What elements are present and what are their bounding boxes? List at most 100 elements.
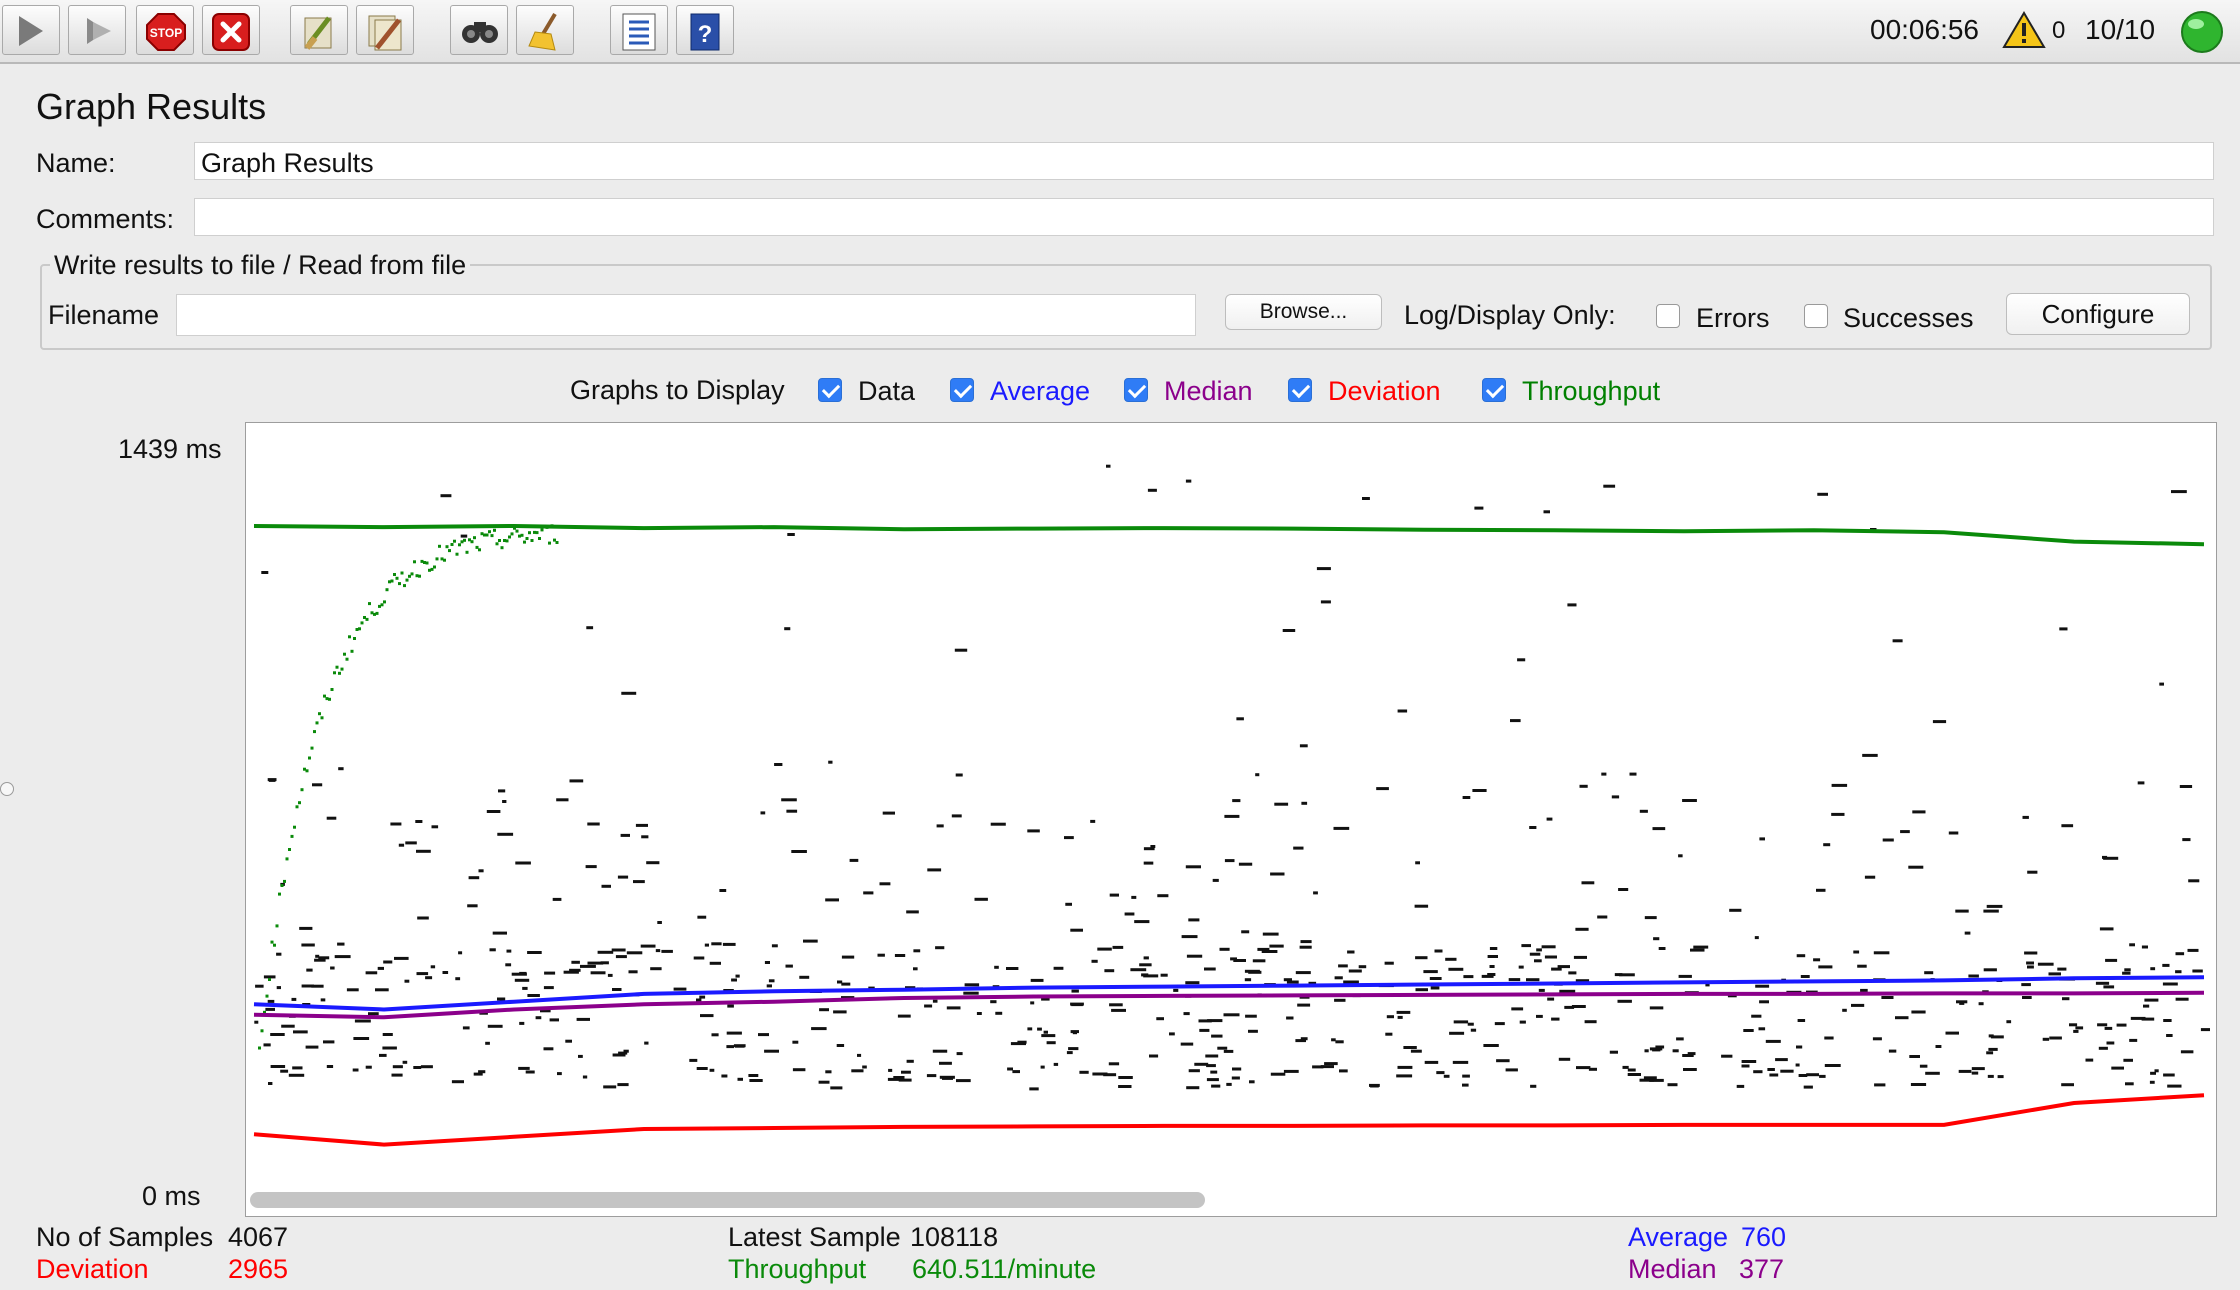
data-point — [1795, 1063, 1800, 1067]
graph-checkbox-average[interactable] — [950, 378, 974, 402]
throughput-point — [553, 538, 556, 542]
data-point — [924, 1004, 933, 1008]
data-point — [1283, 978, 1292, 982]
data-point — [657, 921, 662, 924]
data-point — [600, 961, 609, 965]
data-point — [276, 952, 282, 956]
data-point — [841, 996, 855, 1000]
throughput-point — [530, 539, 534, 542]
data-point — [1816, 888, 1826, 892]
data-point — [689, 1058, 698, 1062]
data-point — [1043, 1030, 1048, 1034]
name-field[interactable]: Graph Results — [194, 142, 2214, 180]
data-point — [1956, 1000, 1968, 1004]
data-point — [1536, 1014, 1543, 1018]
data-point — [1678, 854, 1683, 858]
data-point — [2167, 1084, 2182, 1088]
data-point — [836, 1044, 845, 1047]
data-point — [2027, 965, 2034, 969]
graph-checkbox-data[interactable] — [818, 378, 842, 402]
data-point — [323, 1040, 335, 1044]
data-point — [1210, 1070, 1218, 1074]
data-point — [390, 822, 402, 826]
data-point — [1118, 1076, 1133, 1079]
throughput-point — [493, 528, 496, 532]
throughput-point — [388, 580, 391, 584]
throughput-point — [390, 579, 394, 583]
data-point — [1536, 948, 1542, 952]
throughput-point — [283, 879, 286, 883]
successes-checkbox[interactable] — [1804, 304, 1828, 328]
splitter-handle[interactable] — [0, 782, 14, 796]
function-helper-button[interactable] — [610, 5, 668, 55]
comments-field[interactable] — [194, 198, 2214, 236]
data-point — [416, 972, 429, 976]
running-status-icon — [2181, 11, 2223, 53]
data-point — [1558, 1057, 1571, 1061]
data-point — [1017, 1040, 1027, 1044]
data-point — [1494, 1022, 1505, 1026]
data-point — [1655, 1045, 1665, 1049]
data-point — [1888, 1049, 1897, 1053]
horizontal-scrollbar[interactable] — [250, 1192, 1205, 1208]
throughput-point — [318, 712, 321, 716]
data-point — [1066, 1051, 1073, 1055]
errors-checkbox[interactable] — [1656, 304, 1680, 328]
data-point — [1823, 843, 1831, 847]
elapsed-time: 00:06:56 — [1870, 14, 1979, 45]
data-point — [417, 916, 429, 920]
average-label: Average — [1628, 1222, 1729, 1252]
stop-button[interactable]: STOP — [136, 5, 194, 55]
data-point — [462, 1026, 470, 1030]
data-point — [803, 939, 818, 943]
active-thread-count: 10/10 — [2085, 14, 2156, 45]
data-point — [633, 880, 645, 884]
data-point — [1571, 1005, 1586, 1008]
data-point — [617, 1083, 629, 1087]
start-no-pauses-button[interactable] — [68, 5, 126, 55]
data-point — [1295, 971, 1311, 975]
browse-button[interactable]: Browse... — [1225, 294, 1382, 330]
data-point — [932, 999, 938, 1003]
data-point — [697, 915, 707, 919]
data-point — [1414, 904, 1429, 908]
data-point — [1882, 838, 1894, 842]
configure-button[interactable]: Configure — [2006, 293, 2190, 335]
shutdown-button[interactable] — [202, 5, 260, 55]
throughput-point — [460, 540, 464, 544]
data-point — [1609, 1050, 1618, 1054]
clear-all-button[interactable] — [356, 5, 414, 55]
data-point — [1434, 949, 1443, 953]
data-point — [1423, 970, 1438, 974]
warning-icon[interactable] — [2002, 10, 2046, 50]
graph-checkbox-median[interactable] — [1124, 378, 1148, 402]
data-point — [1573, 955, 1587, 959]
start-button[interactable] — [2, 5, 60, 55]
data-point — [288, 1073, 305, 1077]
data-point — [2103, 985, 2115, 989]
help-button[interactable]: ? — [676, 5, 734, 55]
clear-button[interactable] — [290, 5, 348, 55]
data-point — [268, 778, 276, 782]
errors-label: Errors — [1696, 303, 1770, 333]
data-point — [1990, 1035, 2004, 1039]
data-point — [825, 898, 839, 902]
data-point — [1006, 967, 1019, 970]
data-point — [1584, 1020, 1597, 1024]
graph-checkbox-deviation[interactable] — [1288, 378, 1312, 402]
filename-field[interactable] — [176, 294, 1196, 336]
throughput-point — [285, 857, 289, 861]
graph-checkbox-throughput[interactable] — [1482, 378, 1506, 402]
data-point — [1143, 956, 1149, 960]
data-point — [1244, 978, 1252, 982]
search-button[interactable] — [450, 5, 508, 55]
reset-search-button[interactable] — [516, 5, 574, 55]
data-point — [1481, 974, 1494, 978]
data-point — [1410, 1049, 1422, 1053]
data-point — [954, 648, 968, 652]
data-point — [402, 1060, 408, 1064]
data-point — [2106, 1041, 2115, 1045]
data-point — [1160, 973, 1168, 977]
throughput-point — [370, 611, 374, 615]
data-point — [2021, 983, 2031, 987]
